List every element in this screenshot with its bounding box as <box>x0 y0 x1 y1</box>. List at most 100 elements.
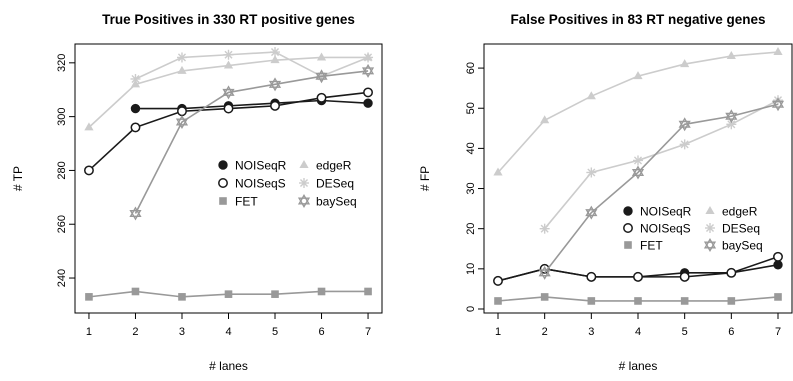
y-tick-label: 260 <box>56 215 68 233</box>
data-point <box>773 47 783 56</box>
legend-marker <box>299 160 309 168</box>
legend-item-DESeq: DESeq <box>705 222 760 236</box>
data-point <box>129 206 142 221</box>
y-tick-label: 30 <box>465 182 477 194</box>
series-FET <box>85 287 372 301</box>
legend-label: edgeR <box>722 205 758 219</box>
y-tick-label: 280 <box>56 161 68 179</box>
legend-marker <box>705 206 715 214</box>
legend-marker <box>219 197 227 205</box>
x-tick-label: 2 <box>132 326 138 338</box>
data-point <box>634 297 642 305</box>
legend-item-DESeq: DESeq <box>299 177 354 191</box>
data-point <box>774 293 782 301</box>
legend-label: FET <box>640 239 663 253</box>
data-point <box>177 106 187 117</box>
series-NOISeqS <box>84 87 373 176</box>
data-point <box>493 167 503 176</box>
legend-item-NOISeqS: NOISeqS <box>218 177 286 191</box>
data-point <box>84 122 94 131</box>
data-point <box>130 122 141 133</box>
data-point <box>224 290 233 298</box>
y-axis-label: # TP <box>11 166 25 191</box>
data-point <box>680 297 689 305</box>
series-NOISeqR <box>130 95 373 114</box>
x-tick-label: 7 <box>775 326 781 338</box>
data-point <box>175 115 189 130</box>
legend-label: edgeR <box>316 159 352 173</box>
y-tick-label: 320 <box>56 54 68 72</box>
data-point <box>363 52 374 63</box>
data-point <box>130 73 141 84</box>
series-baySeq <box>538 97 785 280</box>
y-tick-label: 40 <box>465 142 477 154</box>
series-edgeR <box>84 52 373 131</box>
data-point <box>223 60 234 69</box>
y-tick-label: 50 <box>465 102 477 114</box>
data-point <box>678 117 691 132</box>
legend: NOISeqR NOISeqS FET edgeR DESeq baySeq <box>623 205 763 253</box>
series-line <box>135 51 369 80</box>
data-point <box>679 139 690 150</box>
legend-label: FET <box>235 195 258 209</box>
legend-label: NOISeqR <box>235 159 287 173</box>
data-point <box>270 47 281 58</box>
data-point <box>177 65 187 74</box>
legend-label: baySeq <box>316 195 357 209</box>
legend-marker <box>218 178 228 188</box>
legend-item-baySeq: baySeq <box>703 238 763 253</box>
legend-item-FET: FET <box>624 239 663 253</box>
y-axis-label: # FP <box>418 166 432 191</box>
data-point <box>725 109 738 124</box>
data-point <box>539 223 550 234</box>
legend-marker <box>624 241 632 249</box>
x-tick-label: 6 <box>318 326 324 338</box>
legend-label: DESeq <box>316 177 354 191</box>
legend-label: NOISeqR <box>640 205 692 219</box>
data-point <box>679 271 690 282</box>
legend-item-NOISeqR: NOISeqR <box>623 205 692 219</box>
data-point <box>540 293 549 301</box>
x-tick-label: 4 <box>635 326 641 338</box>
x-axis-label: # lanes <box>209 359 248 373</box>
x-tick-label: 5 <box>272 326 278 338</box>
data-point <box>361 63 375 78</box>
x-tick-label: 5 <box>682 326 688 338</box>
legend-marker <box>299 178 309 188</box>
data-point <box>316 52 327 61</box>
data-point <box>538 265 551 280</box>
x-axis-label: # lanes <box>619 359 658 373</box>
data-point <box>85 293 93 301</box>
data-point <box>587 297 596 305</box>
chart-title: False Positives in 83 RT negative genes <box>510 12 765 27</box>
data-point <box>178 293 186 301</box>
series-line <box>497 51 779 174</box>
legend-item-NOISeqR: NOISeqR <box>218 159 287 173</box>
chart-panel-1: True Positives in 330 RT positive genes 1… <box>11 12 383 373</box>
data-point <box>493 275 503 286</box>
data-point <box>364 287 372 296</box>
y-tick-label: 10 <box>465 263 477 275</box>
data-point <box>222 85 235 100</box>
y-tick-label: 60 <box>465 62 477 74</box>
legend-marker <box>218 160 228 170</box>
data-point <box>270 100 280 111</box>
x-tick-label: 7 <box>365 326 371 338</box>
data-point <box>585 205 598 220</box>
data-point <box>633 271 643 282</box>
x-tick-label: 1 <box>86 326 92 338</box>
data-point <box>223 103 234 114</box>
data-point <box>680 59 690 68</box>
data-point <box>540 115 550 124</box>
legend-item-edgeR: edgeR <box>705 205 758 219</box>
data-point <box>773 251 783 262</box>
data-point <box>317 287 326 296</box>
data-point <box>494 297 502 305</box>
data-point <box>586 91 596 100</box>
data-point <box>586 167 597 178</box>
series-DESeq <box>130 47 374 84</box>
x-tick-label: 1 <box>495 326 501 338</box>
data-point <box>315 69 328 84</box>
series-NOISeqS <box>493 251 783 286</box>
